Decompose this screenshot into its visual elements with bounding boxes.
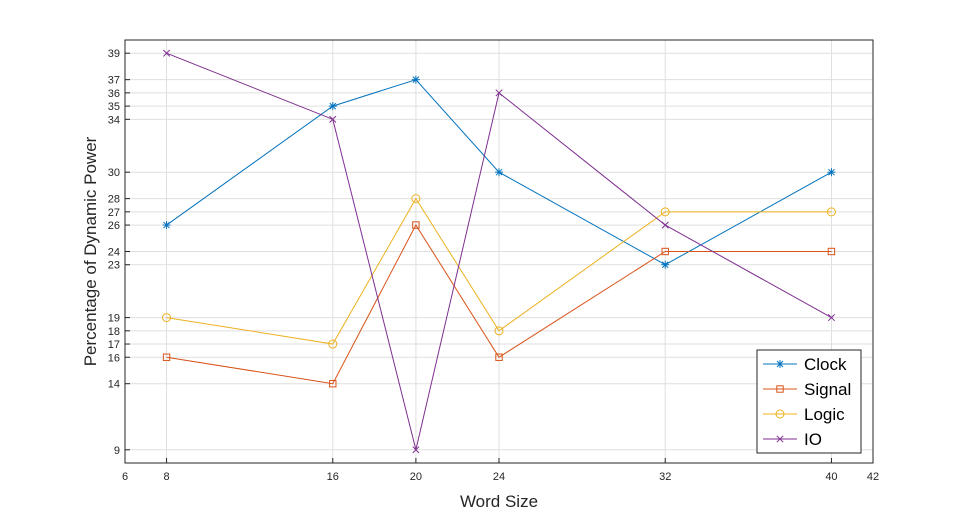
legend-label-clock: Clock xyxy=(804,355,847,374)
y-tick-label: 9 xyxy=(114,445,120,457)
series-line-clock xyxy=(166,79,832,266)
series-line-signal xyxy=(166,224,832,385)
x-tick-label: 20 xyxy=(410,471,422,483)
legend-label-logic: Logic xyxy=(804,405,845,424)
x-tick-label: 24 xyxy=(493,471,505,483)
legend-marker-clock xyxy=(776,360,784,368)
data-point-clock xyxy=(411,75,420,84)
y-tick-label: 36 xyxy=(108,88,120,100)
series-line-logic xyxy=(166,197,832,345)
x-tick-label: 32 xyxy=(659,471,671,483)
data-point-signal xyxy=(661,247,669,256)
legend-marker-logic xyxy=(775,409,785,419)
y-tick-label: 17 xyxy=(108,339,120,351)
series-io xyxy=(163,49,835,454)
data-point-io xyxy=(412,446,420,454)
y-tick-label: 30 xyxy=(108,167,120,179)
data-point-logic xyxy=(494,326,504,336)
y-tick-label: 27 xyxy=(108,207,120,219)
series-signal xyxy=(162,221,836,388)
y-tick-label: 16 xyxy=(108,352,120,364)
data-point-logic xyxy=(660,207,670,217)
y-tick-label: 24 xyxy=(108,247,120,259)
series-lines xyxy=(162,49,836,454)
legend: Clock Signal Logic IO xyxy=(756,349,862,454)
y-tick-label: 18 xyxy=(108,326,120,338)
data-point-signal xyxy=(162,353,171,361)
data-point-clock xyxy=(328,102,337,111)
series-clock xyxy=(162,75,836,269)
y-tick-label: 35 xyxy=(108,101,120,113)
data-point-clock xyxy=(827,168,836,177)
data-point-io xyxy=(495,89,503,97)
y-tick-label: 34 xyxy=(108,114,120,126)
data-point-io xyxy=(827,314,835,322)
data-point-signal xyxy=(827,247,836,256)
y-tick-label: 14 xyxy=(108,379,120,391)
data-point-signal xyxy=(329,379,337,388)
y-tick-label: 23 xyxy=(108,260,120,272)
x-tick-label: 42 xyxy=(867,471,879,483)
series-line-io xyxy=(166,52,832,450)
data-point-logic xyxy=(826,207,836,217)
series-logic xyxy=(162,194,836,349)
y-tick-label: 26 xyxy=(108,220,120,232)
x-tick-label: 40 xyxy=(825,471,837,483)
data-point-clock xyxy=(495,168,503,177)
y-axis-label: Percentage of Dynamic Power xyxy=(81,136,100,366)
data-point-logic xyxy=(162,313,172,323)
x-axis-label: Word Size xyxy=(460,492,538,511)
data-point-io xyxy=(661,221,669,229)
data-point-signal xyxy=(495,353,503,361)
legend-label-signal: Signal xyxy=(804,380,851,399)
x-tick-label: 6 xyxy=(122,471,128,483)
legend-label-io: IO xyxy=(804,430,822,449)
x-tick-label: 16 xyxy=(327,471,339,483)
data-point-clock xyxy=(661,260,670,269)
data-point-clock xyxy=(162,221,171,230)
x-tick-label: 8 xyxy=(163,471,169,483)
y-tick-label: 37 xyxy=(108,75,120,87)
y-tick-label: 19 xyxy=(108,313,120,325)
data-point-io xyxy=(163,49,171,57)
data-point-io xyxy=(329,115,337,123)
data-point-logic xyxy=(411,194,421,204)
data-point-logic xyxy=(328,339,338,349)
y-tick-label: 39 xyxy=(108,48,120,60)
x-axis-ticks: 6 8 16 20 24 32 40 42 xyxy=(122,458,879,483)
legend-box xyxy=(756,349,862,454)
legend-marker-signal xyxy=(776,385,784,393)
data-point-signal xyxy=(412,221,420,229)
legend-marker-io xyxy=(776,435,784,443)
y-tick-label: 28 xyxy=(108,194,120,206)
